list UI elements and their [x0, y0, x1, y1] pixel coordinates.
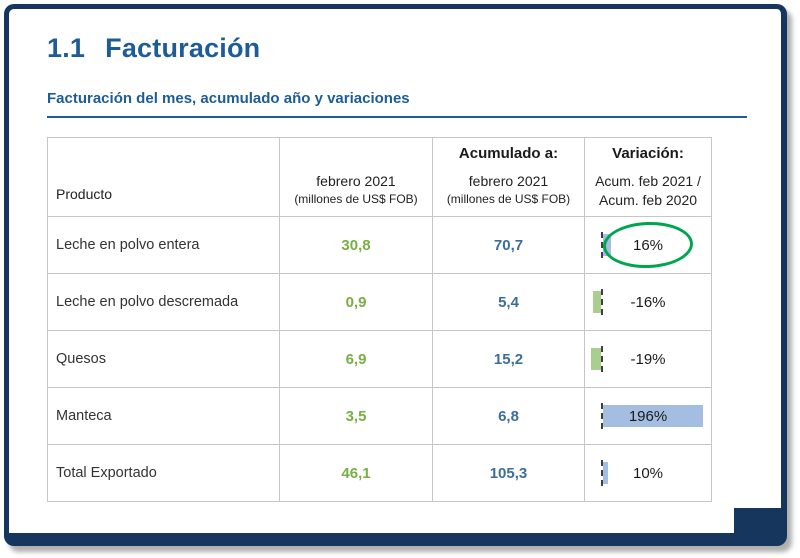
product-name: Manteca — [47, 387, 280, 445]
table-row: Total Exportado 46,1 105,3 10% — [47, 444, 712, 502]
month-value: 6,9 — [279, 330, 433, 388]
variation-bar — [591, 348, 601, 370]
variation-value: 10% — [632, 464, 664, 482]
variation-value: -19% — [630, 350, 666, 368]
accumulated-value: 6,8 — [432, 387, 585, 445]
variation-value: -16% — [630, 293, 666, 311]
table-body: Leche en polvo entera 30,8 70,7 16% Lech… — [47, 216, 712, 502]
table-row: Manteca 3,5 6,8 196% — [47, 387, 712, 445]
bar-axis — [601, 460, 603, 486]
month-header-line1: febrero 2021 — [316, 173, 396, 189]
page-content: 1.1 Facturación Facturación del mes, acum… — [9, 9, 781, 502]
subtitle-divider — [47, 116, 747, 118]
month-value: 30,8 — [279, 216, 433, 274]
variation-cell: 10% — [584, 444, 712, 502]
product-name: Quesos — [47, 330, 280, 388]
variation-bar — [603, 405, 703, 427]
variation-value: 196% — [628, 407, 668, 425]
month-header-line2: (millones de US$ FOB) — [294, 192, 418, 206]
page-subtitle: Facturación del mes, acumulado año y var… — [47, 90, 410, 107]
section-title: Facturación — [105, 33, 261, 63]
accum-header-line2: (millones de US$ FOB) — [446, 192, 571, 206]
accumulated-value: 105,3 — [432, 444, 585, 502]
bar-axis — [601, 232, 603, 258]
table-row: Leche en polvo entera 30,8 70,7 16% — [47, 216, 712, 274]
product-name: Total Exportado — [47, 444, 280, 502]
page-title: 1.1 Facturación — [47, 33, 747, 64]
billing-table: Producto febrero 2021 (millones de US$ F… — [47, 137, 712, 502]
col-header-accumulated: Acumulado a: febrero 2021 (millones de U… — [432, 137, 585, 217]
variation-header-title: Variación: — [612, 145, 684, 162]
variation-cell: -19% — [584, 330, 712, 388]
accumulated-value: 15,2 — [432, 330, 585, 388]
product-name: Leche en polvo entera — [47, 216, 280, 274]
variation-bar — [603, 462, 609, 484]
slide-frame: 1.1 Facturación Facturación del mes, acum… — [4, 4, 787, 546]
bar-axis — [601, 403, 603, 429]
variation-header-line2: Acum. feb 2020 — [598, 192, 698, 208]
variation-cell: -16% — [584, 273, 712, 331]
variation-bar — [592, 291, 601, 313]
table-row: Quesos 6,9 15,2 -19% — [47, 330, 712, 388]
table-header: Producto febrero 2021 (millones de US$ F… — [47, 137, 712, 217]
accumulated-value: 70,7 — [432, 216, 585, 274]
product-name: Leche en polvo descremada — [47, 273, 280, 331]
bar-axis — [601, 346, 603, 372]
col-header-product: Producto — [47, 137, 280, 217]
variation-cell: 196% — [584, 387, 712, 445]
month-value: 0,9 — [279, 273, 433, 331]
variation-value: 16% — [632, 236, 664, 254]
month-value: 3,5 — [279, 387, 433, 445]
accumulated-value: 5,4 — [432, 273, 585, 331]
accum-header-line1: febrero 2021 — [468, 173, 549, 189]
col-header-variation: Variación: Acum. feb 2021 / Acum. feb 20… — [584, 137, 712, 217]
variation-bar — [603, 234, 612, 256]
section-number: 1.1 — [47, 33, 86, 63]
variation-cell: 16% — [584, 216, 712, 274]
slide-corner-decoration — [734, 508, 781, 533]
variation-header-line1: Acum. feb 2021 / — [595, 173, 701, 189]
table-row: Leche en polvo descremada 0,9 5,4 -16% — [47, 273, 712, 331]
bar-axis — [601, 289, 603, 315]
col-header-month: febrero 2021 (millones de US$ FOB) — [279, 137, 433, 217]
month-value: 46,1 — [279, 444, 433, 502]
accum-header-title: Acumulado a: — [458, 145, 559, 162]
